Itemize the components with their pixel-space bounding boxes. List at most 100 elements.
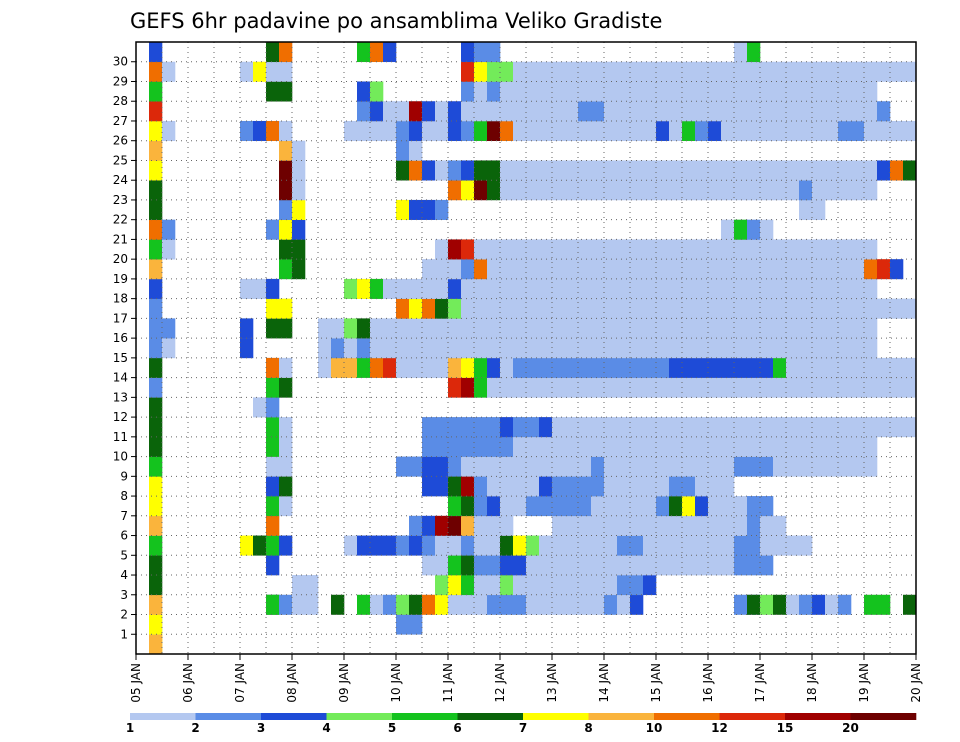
- heatmap-cell: [370, 338, 384, 359]
- heatmap-cell: [773, 160, 787, 181]
- heatmap-cell: [500, 417, 514, 438]
- heatmap-cell: [357, 594, 371, 615]
- heatmap-cell: [552, 81, 566, 102]
- heatmap-cell: [617, 101, 631, 122]
- heatmap-cell: [708, 357, 722, 378]
- heatmap-cell: [695, 417, 709, 438]
- heatmap-cell: [721, 515, 735, 536]
- heatmap-cell: [565, 180, 579, 201]
- heatmap-cell: [721, 219, 735, 240]
- heatmap-cell: [240, 338, 254, 359]
- heatmap-cell: [825, 436, 839, 457]
- heatmap-cell: [773, 239, 787, 260]
- heatmap-cell: [409, 535, 423, 556]
- heatmap-cell: [396, 160, 410, 181]
- y-tick-label: 14: [113, 371, 128, 385]
- y-tick-label: 19: [113, 272, 128, 286]
- heatmap-cell: [747, 515, 761, 536]
- heatmap-cell: [552, 160, 566, 181]
- heatmap-cell: [604, 436, 618, 457]
- heatmap-cell: [786, 357, 800, 378]
- heatmap-cell: [149, 496, 163, 517]
- heatmap-cell: [513, 278, 527, 299]
- heatmap-cell: [487, 515, 501, 536]
- heatmap-cell: [630, 120, 644, 142]
- y-tick-label: 9: [120, 469, 128, 483]
- heatmap-cell: [838, 357, 852, 378]
- heatmap-cell: [617, 239, 631, 260]
- heatmap-cell: [760, 338, 774, 359]
- heatmap-cell: [526, 535, 540, 556]
- heatmap-cell: [591, 417, 605, 438]
- heatmap-cell: [565, 436, 579, 457]
- heatmap-cell: [149, 278, 163, 299]
- heatmap-cell: [331, 338, 345, 359]
- heatmap-cell: [617, 160, 631, 181]
- heatmap-cell: [409, 515, 423, 536]
- heatmap-cell: [500, 298, 514, 319]
- heatmap-cell: [552, 61, 566, 82]
- heatmap-cell: [149, 456, 163, 477]
- heatmap-cell: [552, 180, 566, 201]
- heatmap-cell: [435, 160, 449, 181]
- heatmap-cell: [747, 259, 761, 280]
- heatmap-cell: [448, 318, 462, 339]
- heatmap-cell: [617, 594, 631, 615]
- heatmap-cell: [695, 81, 709, 102]
- heatmap-cell: [539, 357, 553, 378]
- heatmap-cell: [539, 338, 553, 359]
- colorbar-label: 15: [777, 721, 794, 735]
- heatmap-cell: [539, 436, 553, 457]
- heatmap-cell: [279, 120, 293, 142]
- heatmap-cell: [825, 357, 839, 378]
- heatmap-cell: [760, 555, 774, 576]
- heatmap-cell: [695, 278, 709, 299]
- heatmap-cell: [604, 318, 618, 339]
- heatmap-cell: [851, 180, 865, 201]
- heatmap-cell: [279, 377, 293, 398]
- heatmap-cell: [864, 120, 878, 142]
- heatmap-cell: [786, 318, 800, 339]
- heatmap-cell: [708, 535, 722, 556]
- heatmap-cell: [162, 120, 176, 142]
- heatmap-cell: [721, 338, 735, 359]
- heatmap-cell: [721, 160, 735, 181]
- heatmap-cell: [617, 456, 631, 477]
- heatmap-cell: [422, 199, 436, 220]
- heatmap-cell: [617, 417, 631, 438]
- heatmap-cell: [240, 278, 254, 299]
- heatmap-cell: [786, 298, 800, 319]
- heatmap-cell: [565, 338, 579, 359]
- heatmap-cell: [279, 456, 293, 477]
- heatmap-cell: [396, 614, 410, 635]
- heatmap-cell: [500, 575, 514, 596]
- heatmap-cell: [903, 120, 917, 142]
- heatmap-cell: [487, 575, 501, 596]
- heatmap-cells: [149, 42, 917, 655]
- heatmap-cell: [708, 496, 722, 517]
- heatmap-cell: [864, 338, 878, 359]
- heatmap-cell: [760, 515, 774, 536]
- heatmap-cell: [799, 278, 813, 299]
- heatmap-cell: [656, 535, 670, 556]
- heatmap-cell: [552, 357, 566, 378]
- heatmap-cell: [669, 318, 683, 339]
- heatmap-cell: [656, 160, 670, 181]
- heatmap-cell: [578, 456, 592, 477]
- heatmap-cell: [890, 357, 904, 378]
- colorbar-label: 3: [257, 721, 265, 735]
- heatmap-cell: [552, 101, 566, 122]
- heatmap-cell: [461, 81, 475, 102]
- heatmap-cell: [487, 298, 501, 319]
- heatmap-cell: [643, 496, 657, 517]
- heatmap-cell: [370, 318, 384, 339]
- heatmap-cell: [591, 338, 605, 359]
- heatmap-cell: [760, 318, 774, 339]
- heatmap-cell: [149, 81, 163, 102]
- heatmap-cell: [643, 278, 657, 299]
- heatmap-cell: [435, 535, 449, 556]
- heatmap-cell: [604, 120, 618, 142]
- heatmap-cell: [266, 436, 280, 457]
- heatmap-cell: [149, 239, 163, 260]
- heatmap-cell: [864, 318, 878, 339]
